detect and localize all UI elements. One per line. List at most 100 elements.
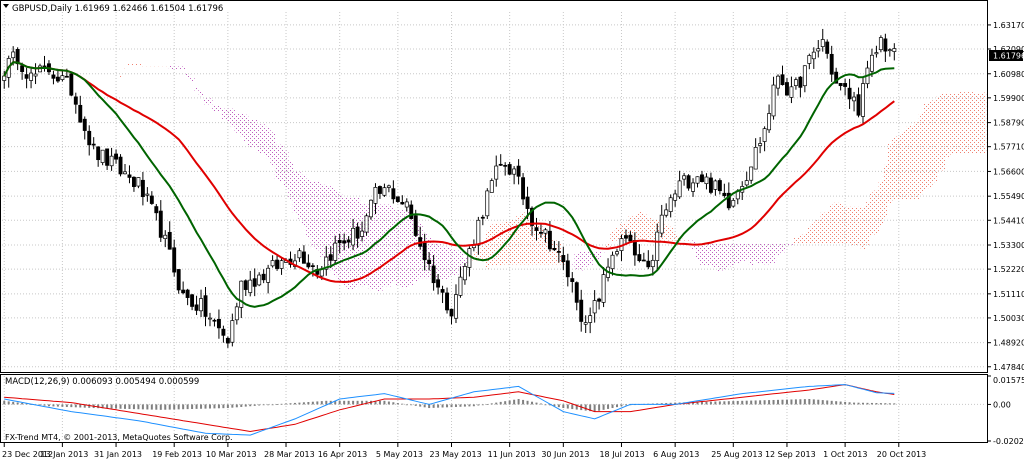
cloud-slice	[511, 219, 517, 265]
macd-histogram-bar	[343, 400, 346, 405]
macd-histogram-bar	[504, 401, 507, 405]
dropdown-arrow-icon[interactable]	[3, 4, 9, 8]
macd-histogram-bar	[39, 404, 42, 406]
macd-histogram-bar	[119, 404, 122, 409]
candle-body	[547, 230, 552, 250]
ma-red-line	[3, 61, 895, 284]
cloud-slice	[820, 212, 826, 244]
macd-histogram-bar	[879, 403, 882, 405]
macd-histogram-bar	[124, 404, 126, 409]
candle-body	[360, 230, 365, 237]
candle-body	[96, 146, 101, 161]
y-tick-label: 1.51110	[993, 290, 1024, 299]
cloud-slice	[713, 243, 718, 268]
cloud-slice	[811, 222, 817, 244]
macd-histogram-bar	[276, 404, 279, 405]
macd-histogram-bar	[808, 399, 811, 405]
cloud-slice	[762, 243, 768, 265]
candle-body	[623, 235, 628, 239]
cloud-slice	[498, 222, 504, 266]
cloud-slice	[538, 226, 544, 265]
cloud-slice	[923, 103, 929, 190]
candle-body	[445, 292, 449, 311]
cloud-slice	[158, 65, 164, 67]
cloud-slice	[297, 172, 302, 219]
macd-histogram-bar	[271, 404, 274, 406]
candle-body	[310, 265, 315, 268]
cloud-slice	[189, 78, 195, 82]
candle-body	[29, 72, 34, 81]
macd-histogram-bar	[213, 404, 216, 409]
candle-body	[154, 206, 159, 214]
cloud-slice	[373, 204, 379, 289]
macd-histogram-bar	[168, 404, 171, 410]
macd-histogram-bar	[656, 403, 659, 405]
macd-histogram-bar	[267, 404, 270, 406]
macd-histogram-bar	[217, 404, 220, 409]
macd-histogram-bar	[513, 399, 516, 405]
cloud-slice	[552, 240, 557, 265]
macd-histogram-bar	[848, 402, 851, 405]
candle-body	[243, 280, 248, 290]
candle-body	[713, 180, 718, 190]
candle-body	[55, 76, 60, 82]
candle-body	[337, 239, 342, 244]
macd-histogram-bar	[557, 404, 560, 408]
macd-histogram-bar	[106, 404, 109, 409]
macd-histogram-bar	[759, 400, 762, 405]
x-tick-label: 23 Dec 2012	[2, 450, 53, 459]
y-tick-label: 1.63170	[993, 21, 1024, 30]
candle-body	[333, 242, 338, 261]
macd-histogram-bar	[356, 400, 359, 405]
macd-histogram-bar	[799, 399, 802, 405]
macd-histogram-bar	[817, 399, 820, 405]
y-tick-label: 1.60980	[993, 70, 1024, 79]
candle-body	[20, 65, 25, 72]
macd-histogram-bar	[607, 404, 610, 409]
candle-body	[239, 280, 244, 308]
candle-body	[789, 86, 794, 98]
cloud-slice	[914, 122, 920, 200]
candle-body	[887, 49, 892, 52]
candle-body	[597, 298, 602, 302]
macd-histogram-bar	[65, 404, 68, 407]
macd-histogram-bar	[150, 404, 153, 410]
candle-body	[834, 71, 839, 84]
cloud-slice	[824, 211, 830, 244]
cloud-slice	[650, 219, 656, 241]
cloud-slice	[950, 93, 955, 154]
cloud-slice	[480, 244, 486, 261]
cloud-slice	[301, 174, 307, 226]
candle-body	[114, 153, 119, 160]
candle-body	[181, 289, 186, 294]
macd-histogram-bar	[486, 404, 489, 405]
macd-histogram-bar	[21, 402, 24, 405]
macd-histogram-bar	[320, 401, 323, 405]
cloud-slice	[793, 237, 799, 244]
candle-body	[641, 259, 646, 262]
macd-histogram-bar	[857, 402, 860, 405]
macd-histogram-bar	[477, 404, 480, 406]
candle-body	[561, 255, 566, 263]
macd-histogram-bar	[280, 403, 283, 405]
candle-body	[749, 166, 754, 181]
cloud-slice	[896, 135, 902, 200]
y-tick-label: 1.50030	[993, 314, 1024, 323]
cloud-slice	[462, 257, 468, 267]
candle-body	[802, 65, 807, 87]
macd-histogram-bar	[718, 401, 721, 405]
candle-body	[24, 74, 29, 79]
macd-histogram-bar	[262, 404, 265, 406]
candle-body	[194, 304, 199, 311]
x-tick-label: 10 Mar 2013	[206, 450, 257, 459]
macd-histogram-bar	[468, 404, 471, 407]
candle-body	[869, 54, 874, 72]
macd-histogram-bar	[56, 404, 59, 407]
y-tick-label: 1.57710	[993, 143, 1024, 152]
candle-body	[480, 216, 485, 219]
candle-body	[395, 196, 400, 202]
cloud-slice	[283, 150, 289, 188]
x-tick-label: 13 Jan 2013	[40, 450, 88, 459]
